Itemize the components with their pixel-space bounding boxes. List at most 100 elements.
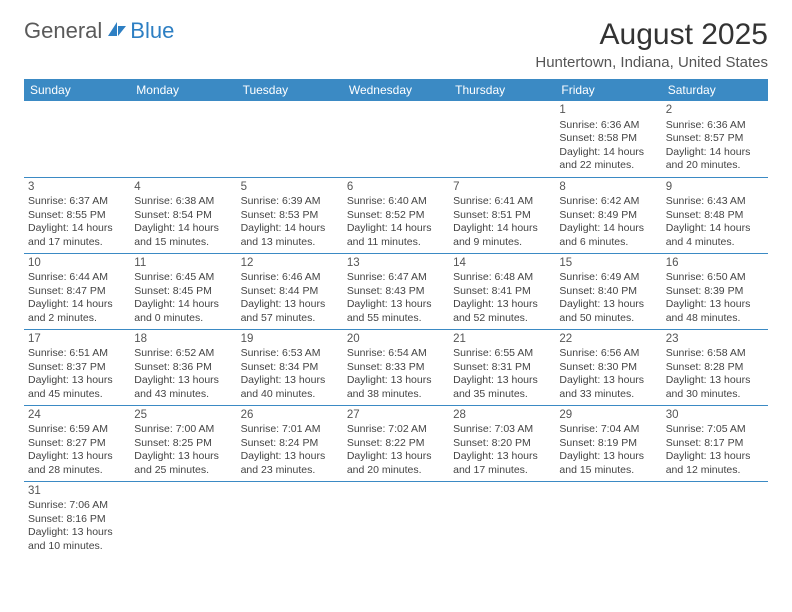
calendar-day-cell: 13Sunrise: 6:47 AMSunset: 8:43 PMDayligh…: [343, 253, 449, 329]
sunrise-text: Sunrise: 6:52 AM: [134, 347, 232, 360]
month-title: August 2025: [535, 18, 768, 52]
calendar-day-cell: 8Sunrise: 6:42 AMSunset: 8:49 PMDaylight…: [555, 177, 661, 253]
daylight-text: Daylight: 14 hours and 9 minutes.: [453, 222, 551, 249]
header: General Blue August 2025 Huntertown, Ind…: [24, 18, 768, 71]
logo: General Blue: [24, 18, 174, 44]
sunset-text: Sunset: 8:20 PM: [453, 437, 551, 450]
calendar-day-cell: 16Sunrise: 6:50 AMSunset: 8:39 PMDayligh…: [662, 253, 768, 329]
daylight-text: Daylight: 13 hours and 50 minutes.: [559, 298, 657, 325]
calendar-day-cell: 30Sunrise: 7:05 AMSunset: 8:17 PMDayligh…: [662, 405, 768, 481]
sunset-text: Sunset: 8:54 PM: [134, 209, 232, 222]
day-number: 3: [28, 180, 126, 195]
location-text: Huntertown, Indiana, United States: [535, 54, 768, 71]
sunset-text: Sunset: 8:19 PM: [559, 437, 657, 450]
sunset-text: Sunset: 8:44 PM: [241, 285, 339, 298]
sunrise-text: Sunrise: 6:48 AM: [453, 271, 551, 284]
calendar-day-cell: 2Sunrise: 6:36 AMSunset: 8:57 PMDaylight…: [662, 101, 768, 177]
sunset-text: Sunset: 8:22 PM: [347, 437, 445, 450]
sunrise-text: Sunrise: 6:55 AM: [453, 347, 551, 360]
sunrise-text: Sunrise: 6:46 AM: [241, 271, 339, 284]
day-number: 26: [241, 408, 339, 423]
weekday-header: Wednesday: [343, 79, 449, 101]
sunset-text: Sunset: 8:52 PM: [347, 209, 445, 222]
calendar-day-cell: 21Sunrise: 6:55 AMSunset: 8:31 PMDayligh…: [449, 329, 555, 405]
daylight-text: Daylight: 13 hours and 12 minutes.: [666, 450, 764, 477]
calendar-day-cell: 26Sunrise: 7:01 AMSunset: 8:24 PMDayligh…: [237, 405, 343, 481]
calendar-day-cell: 19Sunrise: 6:53 AMSunset: 8:34 PMDayligh…: [237, 329, 343, 405]
daylight-text: Daylight: 14 hours and 0 minutes.: [134, 298, 232, 325]
weekday-header: Saturday: [662, 79, 768, 101]
sunrise-text: Sunrise: 6:58 AM: [666, 347, 764, 360]
daylight-text: Daylight: 13 hours and 30 minutes.: [666, 374, 764, 401]
sunset-text: Sunset: 8:30 PM: [559, 361, 657, 374]
sunset-text: Sunset: 8:37 PM: [28, 361, 126, 374]
sunrise-text: Sunrise: 7:01 AM: [241, 423, 339, 436]
calendar-week-row: 3Sunrise: 6:37 AMSunset: 8:55 PMDaylight…: [24, 177, 768, 253]
daylight-text: Daylight: 13 hours and 57 minutes.: [241, 298, 339, 325]
day-number: 7: [453, 180, 551, 195]
calendar-day-cell: 3Sunrise: 6:37 AMSunset: 8:55 PMDaylight…: [24, 177, 130, 253]
sunset-text: Sunset: 8:55 PM: [28, 209, 126, 222]
daylight-text: Daylight: 13 hours and 33 minutes.: [559, 374, 657, 401]
sunrise-text: Sunrise: 6:42 AM: [559, 195, 657, 208]
weekday-header: Monday: [130, 79, 236, 101]
calendar-day-cell: 1Sunrise: 6:36 AMSunset: 8:58 PMDaylight…: [555, 101, 661, 177]
calendar-day-cell: 5Sunrise: 6:39 AMSunset: 8:53 PMDaylight…: [237, 177, 343, 253]
sunrise-text: Sunrise: 6:51 AM: [28, 347, 126, 360]
sunset-text: Sunset: 8:48 PM: [666, 209, 764, 222]
daylight-text: Daylight: 13 hours and 17 minutes.: [453, 450, 551, 477]
sail-icon: [106, 20, 128, 43]
day-number: 22: [559, 332, 657, 347]
daylight-text: Daylight: 14 hours and 22 minutes.: [559, 146, 657, 173]
calendar-day-cell: 24Sunrise: 6:59 AMSunset: 8:27 PMDayligh…: [24, 405, 130, 481]
day-number: 23: [666, 332, 764, 347]
daylight-text: Daylight: 13 hours and 43 minutes.: [134, 374, 232, 401]
daylight-text: Daylight: 14 hours and 6 minutes.: [559, 222, 657, 249]
calendar-day-cell: 23Sunrise: 6:58 AMSunset: 8:28 PMDayligh…: [662, 329, 768, 405]
sunrise-text: Sunrise: 6:49 AM: [559, 271, 657, 284]
calendar-day-cell: [555, 481, 661, 557]
weekday-header-row: Sunday Monday Tuesday Wednesday Thursday…: [24, 79, 768, 101]
calendar-day-cell: [449, 481, 555, 557]
calendar-day-cell: [237, 101, 343, 177]
sunset-text: Sunset: 8:49 PM: [559, 209, 657, 222]
daylight-text: Daylight: 13 hours and 52 minutes.: [453, 298, 551, 325]
sunset-text: Sunset: 8:41 PM: [453, 285, 551, 298]
sunrise-text: Sunrise: 7:06 AM: [28, 499, 126, 512]
sunrise-text: Sunrise: 7:02 AM: [347, 423, 445, 436]
calendar-day-cell: 17Sunrise: 6:51 AMSunset: 8:37 PMDayligh…: [24, 329, 130, 405]
day-number: 29: [559, 408, 657, 423]
calendar-day-cell: [343, 101, 449, 177]
day-number: 20: [347, 332, 445, 347]
sunset-text: Sunset: 8:25 PM: [134, 437, 232, 450]
daylight-text: Daylight: 14 hours and 4 minutes.: [666, 222, 764, 249]
calendar-day-cell: 28Sunrise: 7:03 AMSunset: 8:20 PMDayligh…: [449, 405, 555, 481]
day-number: 6: [347, 180, 445, 195]
day-number: 13: [347, 256, 445, 271]
day-number: 2: [666, 103, 764, 118]
sunrise-text: Sunrise: 7:00 AM: [134, 423, 232, 436]
day-number: 30: [666, 408, 764, 423]
sunset-text: Sunset: 8:24 PM: [241, 437, 339, 450]
daylight-text: Daylight: 14 hours and 20 minutes.: [666, 146, 764, 173]
calendar-day-cell: 20Sunrise: 6:54 AMSunset: 8:33 PMDayligh…: [343, 329, 449, 405]
sunset-text: Sunset: 8:57 PM: [666, 132, 764, 145]
sunset-text: Sunset: 8:34 PM: [241, 361, 339, 374]
calendar-day-cell: 31Sunrise: 7:06 AMSunset: 8:16 PMDayligh…: [24, 481, 130, 557]
weekday-header: Friday: [555, 79, 661, 101]
daylight-text: Daylight: 13 hours and 38 minutes.: [347, 374, 445, 401]
sunset-text: Sunset: 8:28 PM: [666, 361, 764, 374]
day-number: 18: [134, 332, 232, 347]
day-number: 27: [347, 408, 445, 423]
sunset-text: Sunset: 8:16 PM: [28, 513, 126, 526]
day-number: 28: [453, 408, 551, 423]
sunrise-text: Sunrise: 6:38 AM: [134, 195, 232, 208]
sunset-text: Sunset: 8:43 PM: [347, 285, 445, 298]
calendar-week-row: 17Sunrise: 6:51 AMSunset: 8:37 PM Dayligh…: [24, 329, 768, 405]
calendar-day-cell: 4Sunrise: 6:38 AMSunset: 8:54 PMDaylight…: [130, 177, 236, 253]
sunrise-text: Sunrise: 6:40 AM: [347, 195, 445, 208]
day-number: 17: [28, 332, 126, 347]
calendar-day-cell: 6Sunrise: 6:40 AMSunset: 8:52 PMDaylight…: [343, 177, 449, 253]
calendar-day-cell: [130, 481, 236, 557]
calendar-day-cell: 9Sunrise: 6:43 AMSunset: 8:48 PMDaylight…: [662, 177, 768, 253]
